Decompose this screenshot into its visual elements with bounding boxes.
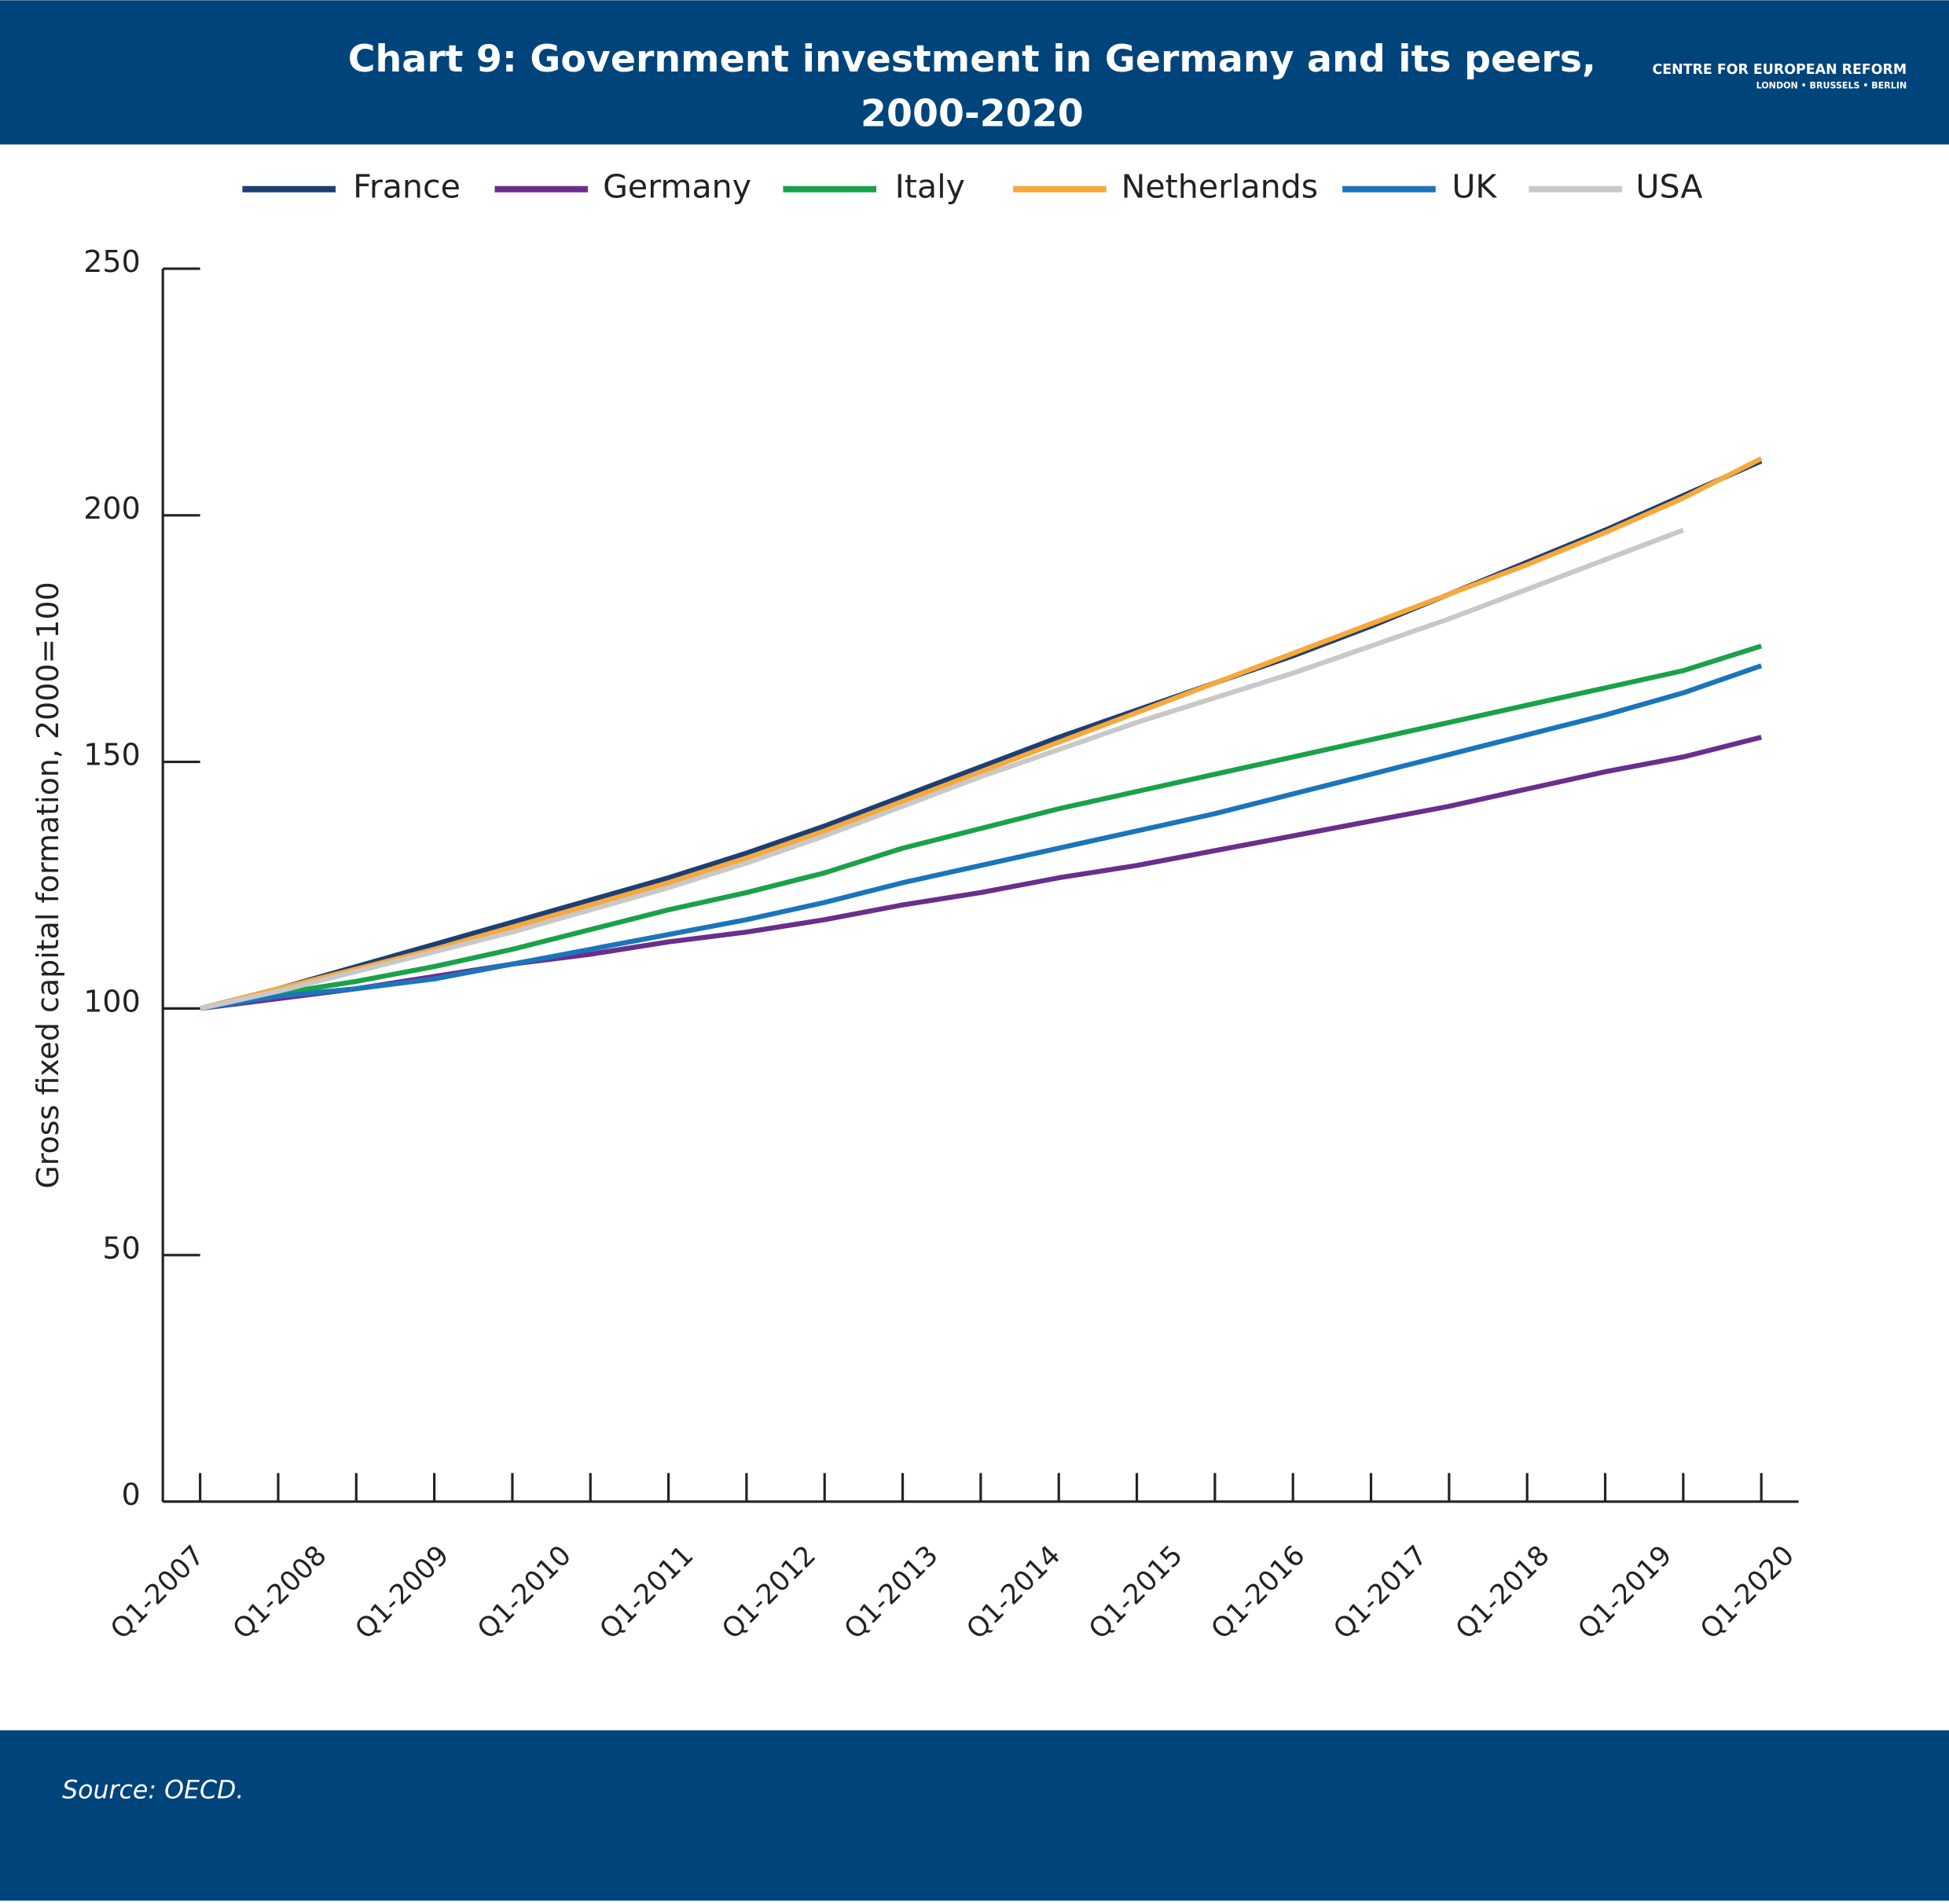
x-tick-label: Q1-2007 xyxy=(105,1539,211,1645)
x-tick-label: Q1-2020 xyxy=(1694,1539,1800,1645)
source: Source: OECD. xyxy=(62,1776,244,1804)
legend-label: Germany xyxy=(603,168,751,206)
logo-subtext: LONDON • BRUSSELS • BERLIN xyxy=(1756,80,1907,90)
x-tick-label: Q1-2012 xyxy=(716,1539,822,1645)
x-tick-label: Q1-2014 xyxy=(961,1539,1067,1645)
legend-label: France xyxy=(353,168,461,206)
x-tick-label: Q1-2016 xyxy=(1206,1539,1312,1645)
legend-label: USA xyxy=(1635,168,1702,206)
header-band xyxy=(0,0,1949,145)
series-line xyxy=(199,456,1763,1011)
legend-label: UK xyxy=(1452,168,1497,206)
y-tick-label: 150 xyxy=(83,738,140,772)
x-tick-label: Q1-2018 xyxy=(1450,1539,1556,1645)
x-tick-label: Q1-2008 xyxy=(227,1539,333,1645)
legend-label: Netherlands xyxy=(1121,168,1319,206)
logo-text: CENTRE FOR EUROPEAN REFORM xyxy=(1653,62,1907,78)
y-tick-label: 250 xyxy=(83,244,140,279)
series-line xyxy=(200,644,1763,1011)
x-tick-label: Q1-2013 xyxy=(839,1539,945,1645)
series-line xyxy=(200,663,1763,1011)
x-tick-label: Q1-2011 xyxy=(594,1539,700,1645)
footer-band xyxy=(0,1730,1949,1901)
chart-title: 2000-2020 xyxy=(861,92,1084,135)
y-axis-label: Gross fixed capital formation, 2000=100 xyxy=(31,581,65,1188)
x-tick-label: Q1-2010 xyxy=(472,1539,578,1645)
x-tick-label: Q1-2015 xyxy=(1083,1539,1189,1645)
chart-title: Chart 9: Government investment in German… xyxy=(348,38,1596,81)
legend-label: Italy xyxy=(895,168,965,206)
series-line xyxy=(199,527,1684,1011)
y-tick-label: 0 xyxy=(122,1477,141,1512)
y-tick-label: 200 xyxy=(83,491,140,526)
y-tick-label: 50 xyxy=(102,1231,140,1265)
x-tick-label: Q1-2009 xyxy=(350,1539,456,1645)
x-tick-label: Q1-2019 xyxy=(1573,1539,1679,1645)
x-tick-label: Q1-2017 xyxy=(1327,1539,1433,1645)
y-tick-label: 100 xyxy=(83,985,140,1019)
